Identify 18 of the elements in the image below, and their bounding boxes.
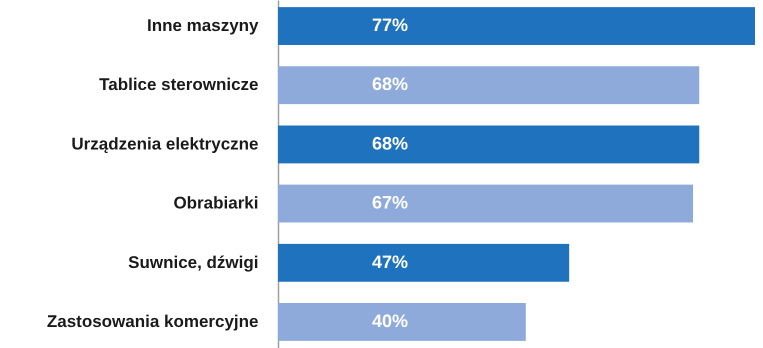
data-label: 67% xyxy=(372,192,408,213)
bar xyxy=(278,125,700,164)
bar xyxy=(278,7,755,45)
y-tick-label: Inne maszyny xyxy=(147,16,260,36)
y-tick-label: Obrabiarki xyxy=(173,194,258,213)
data-label: 47% xyxy=(372,252,408,272)
bar xyxy=(278,244,570,282)
data-label: 40% xyxy=(372,310,408,331)
data-label: 77% xyxy=(372,15,408,36)
y-tick-label: Tablice sterownicze xyxy=(99,75,258,94)
data-label: 68% xyxy=(372,74,408,94)
bar xyxy=(278,184,694,223)
bar xyxy=(278,66,700,104)
y-tick-label: Suwnice, dźwigi xyxy=(128,252,258,272)
y-tick-label: Urządzenia elektryczne xyxy=(71,134,258,154)
y-tick-label: Zastosowania komercyjne xyxy=(46,312,258,331)
bar xyxy=(278,303,526,341)
data-label: 68% xyxy=(372,133,408,154)
